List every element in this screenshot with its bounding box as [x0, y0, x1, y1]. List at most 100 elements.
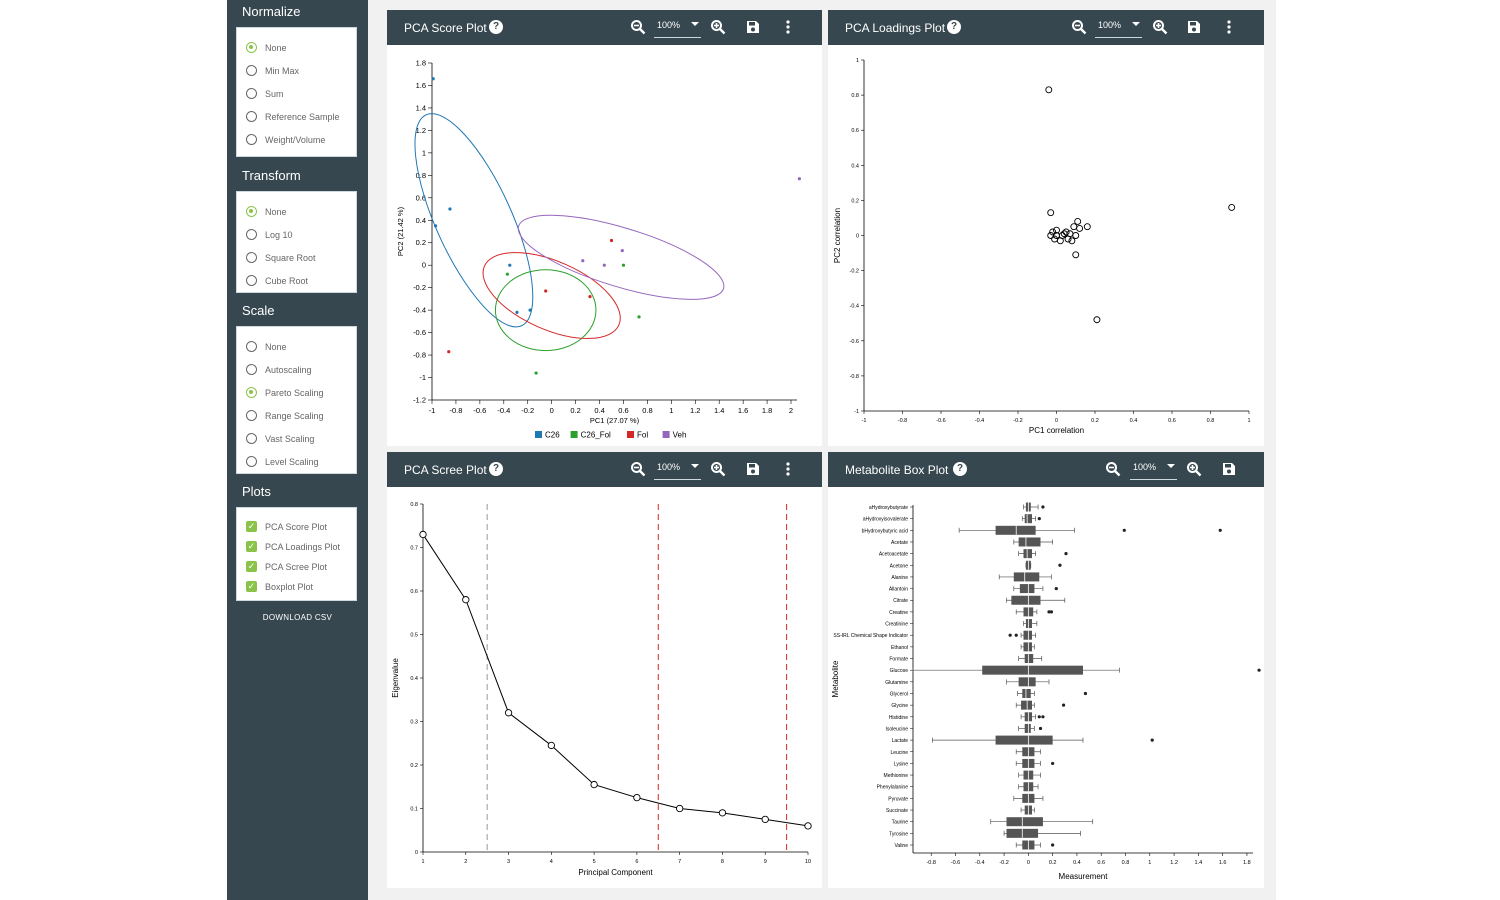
option-label: Pareto Scaling	[265, 387, 324, 398]
scale-option-none[interactable]: None	[246, 341, 287, 352]
plots-option-pca-score-plot[interactable]: ✓ PCA Score Plot	[246, 521, 327, 532]
radio-button[interactable]	[246, 387, 257, 398]
plots-option-pca-loadings-plot[interactable]: ✓ PCA Loadings Plot	[246, 541, 340, 552]
y-tick-label: 0.2	[410, 763, 418, 769]
x-tick-label: -0.4	[497, 406, 510, 415]
zoom-select[interactable]: 100%	[654, 17, 701, 38]
option-label: Level Scaling	[265, 456, 319, 467]
zoom-select[interactable]: 100%	[1095, 17, 1142, 38]
more-vert-icon[interactable]	[780, 461, 796, 477]
save-icon[interactable]	[1221, 461, 1237, 477]
help-icon[interactable]: ?	[489, 20, 503, 34]
normalize-option-min-max[interactable]: Min Max	[246, 65, 299, 76]
zoom-in-icon[interactable]	[710, 19, 726, 35]
checkbox[interactable]: ✓	[246, 581, 257, 592]
radio-button[interactable]	[246, 229, 257, 240]
zoom-select[interactable]: 100%	[1130, 459, 1177, 480]
more-vert-icon[interactable]	[780, 19, 796, 35]
transform-option-log-10[interactable]: Log 10	[246, 229, 293, 240]
radio-button[interactable]	[246, 206, 257, 217]
zoom-in-icon[interactable]	[1152, 19, 1168, 35]
zoom-out-icon[interactable]	[1105, 461, 1121, 477]
radio-button[interactable]	[246, 65, 257, 76]
plots-option-pca-scree-plot[interactable]: ✓ PCA Scree Plot	[246, 561, 327, 572]
scale-option-level-scaling[interactable]: Level Scaling	[246, 456, 319, 467]
option-label: Reference Sample	[265, 111, 340, 122]
box-plot-header: Metabolite Box Plot ? 100%	[828, 452, 1264, 487]
zoom-out-icon[interactable]	[630, 19, 646, 35]
save-icon[interactable]	[1186, 19, 1202, 35]
normalize-option-weight-volume[interactable]: Weight/Volume	[246, 134, 325, 145]
x-axis-label: Principal Component	[578, 868, 653, 877]
plots-option-boxplot-plot[interactable]: ✓ Boxplot Plot	[246, 581, 313, 592]
transform-option-square-root[interactable]: Square Root	[246, 252, 316, 263]
point-fol	[544, 289, 548, 293]
radio-button[interactable]	[246, 456, 257, 467]
more-vert-icon[interactable]	[1221, 19, 1237, 35]
radio-button[interactable]	[246, 364, 257, 375]
scale-option-pareto-scaling[interactable]: Pareto Scaling	[246, 387, 324, 398]
radio-button[interactable]	[246, 410, 257, 421]
radio-button[interactable]	[246, 88, 257, 99]
radio-button[interactable]	[246, 341, 257, 352]
outlier-point	[1047, 610, 1051, 614]
y-tick-label: 0.5	[410, 633, 418, 639]
y-tick-label: -0.2	[413, 283, 426, 292]
y-tick-label: 0.8	[851, 93, 859, 99]
normalize-option-none[interactable]: None	[246, 42, 287, 53]
radio-button[interactable]	[246, 275, 257, 286]
y-tick-label: -0.8	[413, 351, 426, 360]
save-icon[interactable]	[745, 461, 761, 477]
y-tick-label: 0.2	[416, 238, 426, 247]
radio-button[interactable]	[246, 433, 257, 444]
scree-line	[422, 534, 809, 827]
transform-option-cube-root[interactable]: Cube Root	[246, 275, 308, 286]
checkbox[interactable]: ✓	[246, 541, 257, 552]
loading-point	[1062, 228, 1070, 236]
x-axis-label: PC1 (27.07 %)	[590, 416, 640, 425]
pca-loadings-title: PCA Loadings Plot	[845, 21, 946, 35]
metabolite-label: SS-IRL Chemical Shape Indicator	[833, 633, 908, 639]
x-axis-label: Measurement	[1059, 872, 1109, 881]
zoom-out-icon[interactable]	[630, 461, 646, 477]
radio-button[interactable]	[246, 42, 257, 53]
save-icon[interactable]	[745, 19, 761, 35]
x-tick-label: -0.8	[449, 406, 462, 415]
outlier-point	[1058, 563, 1062, 567]
x-tick-label: 0.6	[1168, 418, 1176, 424]
option-label: None	[265, 206, 287, 217]
y-tick-label: -0.6	[413, 328, 426, 337]
box-glycine	[1021, 700, 1032, 710]
zoom-select[interactable]: 100%	[654, 459, 701, 480]
normalize-option-reference-sample[interactable]: Reference Sample	[246, 111, 340, 122]
help-icon[interactable]: ?	[953, 462, 967, 476]
normalize-options: None Min Max Sum Reference Sample Weight/Vol…	[236, 27, 357, 157]
transform-option-none[interactable]: None	[246, 206, 287, 217]
zoom-value: 100%	[657, 20, 681, 30]
download-csv-button[interactable]: DOWNLOAD CSV	[262, 613, 333, 622]
scale-option-autoscaling[interactable]: Autoscaling	[246, 364, 312, 375]
pca-scree-panel: PCA Scree Plot ? 100% 0 0.1 0.2 0.3 0.4 0.5 0.…	[387, 452, 822, 888]
zoom-out-icon[interactable]	[1071, 19, 1087, 35]
metabolite-label: Ethanol	[891, 645, 908, 651]
radio-button[interactable]	[246, 252, 257, 263]
x-tick-label: 2	[789, 406, 793, 415]
loading-point	[1047, 209, 1055, 217]
help-icon[interactable]: ?	[947, 20, 961, 34]
scale-option-vast-scaling[interactable]: Vast Scaling	[246, 433, 314, 444]
zoom-in-icon[interactable]	[1186, 461, 1202, 477]
scree-point	[633, 793, 641, 802]
normalize-option-sum[interactable]: Sum	[246, 88, 284, 99]
checkbox[interactable]: ✓	[246, 561, 257, 572]
loading-point	[1047, 232, 1055, 239]
scree-point	[761, 815, 769, 824]
zoom-in-icon[interactable]	[710, 461, 726, 477]
checkbox[interactable]: ✓	[246, 521, 257, 532]
scale-option-range-scaling[interactable]: Range Scaling	[246, 410, 324, 421]
radio-button[interactable]	[246, 111, 257, 122]
y-tick-label: 0.6	[416, 193, 426, 202]
point-c26	[433, 224, 438, 228]
help-icon[interactable]: ?	[489, 462, 503, 476]
radio-button[interactable]	[246, 134, 257, 145]
option-label: Square Root	[265, 252, 316, 263]
